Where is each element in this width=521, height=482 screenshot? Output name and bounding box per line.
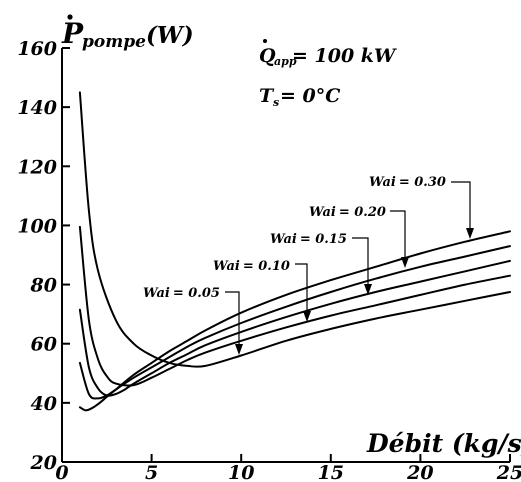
series-line-wai-005 bbox=[78, 91, 511, 368]
series-label-leader bbox=[225, 291, 240, 346]
x-tick-label: 20 bbox=[406, 462, 433, 482]
series-curves bbox=[78, 91, 511, 412]
x-tick-label: 5 bbox=[145, 462, 158, 482]
ts-annotation-main: T bbox=[259, 85, 275, 107]
series-label-value: = 0.30 bbox=[399, 175, 446, 190]
series-label-text: Wai = 0.15 bbox=[270, 232, 347, 247]
series-label-text: Wai = 0.20 bbox=[309, 205, 386, 220]
series-label-leader bbox=[295, 263, 308, 313]
series-label-prefix: Wai bbox=[270, 232, 297, 247]
y-tick-label: 100 bbox=[17, 215, 57, 237]
series-label-prefix: Wai bbox=[309, 205, 336, 220]
y-axis-title-unit: (W) bbox=[146, 22, 194, 49]
ts-annotation-value: = 0°C bbox=[280, 85, 340, 107]
series-label-arrowhead bbox=[466, 228, 474, 239]
series-label-prefix: Wai bbox=[213, 259, 240, 274]
series-label-wai-010: Wai = 0.10 bbox=[213, 259, 311, 322]
q-annotation-value: = 100 kW bbox=[292, 45, 397, 67]
series-line-wai-010 bbox=[78, 225, 511, 387]
y-tick-label: 40 bbox=[31, 393, 57, 415]
series-label-wai-015: Wai = 0.15 bbox=[270, 232, 372, 295]
x-tick-label: 15 bbox=[318, 462, 344, 482]
x-tick-label: 0 bbox=[55, 462, 68, 482]
q-annotation: Q app = 100 kW bbox=[259, 39, 397, 68]
series-label-leader bbox=[390, 210, 406, 259]
series-label-arrowhead bbox=[303, 311, 311, 322]
series-label-value: = 0.15 bbox=[300, 232, 347, 247]
series-label-wai-020: Wai = 0.20 bbox=[309, 205, 409, 268]
series-line-wai-030 bbox=[78, 230, 511, 412]
series-label-value: = 0.10 bbox=[243, 259, 290, 274]
series-label-prefix: Wai bbox=[369, 175, 396, 190]
y-tick-label: 80 bbox=[30, 275, 57, 297]
series-label-arrowhead bbox=[235, 344, 243, 355]
q-annotation-dot bbox=[263, 39, 267, 43]
series-label-value: = 0.05 bbox=[173, 286, 220, 301]
y-axis-title-main: P bbox=[61, 17, 84, 50]
series-line-wai-015 bbox=[78, 259, 511, 397]
series-label-leader bbox=[352, 237, 369, 286]
axis-ticks: 20 40 60 80 100 120 140 160 0 5 10 15 20 25 bbox=[17, 38, 521, 482]
q-annotation-main: Q bbox=[259, 45, 276, 67]
series-line-wai-020 bbox=[78, 245, 511, 400]
series-label-leader bbox=[451, 181, 471, 230]
y-axis-title: P pompe (W) bbox=[61, 14, 194, 52]
y-tick-label: 160 bbox=[17, 38, 57, 60]
y-tick-label: 20 bbox=[30, 452, 57, 474]
x-axis-title: Débit (kg/s) bbox=[366, 429, 521, 458]
series-label-text: Wai = 0.10 bbox=[213, 259, 290, 274]
series-label-prefix: Wai bbox=[143, 286, 170, 301]
y-tick-label: 60 bbox=[31, 334, 57, 356]
y-axis-title-dot bbox=[67, 14, 73, 20]
y-axis-title-sub: pompe bbox=[82, 32, 146, 52]
series-label-wai-005: Wai = 0.05 bbox=[143, 286, 243, 355]
series-label-text: Wai = 0.30 bbox=[369, 175, 446, 190]
y-tick-label: 140 bbox=[17, 97, 57, 119]
series-label-wai-030: Wai = 0.30 bbox=[369, 175, 474, 239]
series-label-value: = 0.20 bbox=[339, 205, 386, 220]
ts-annotation: T s = 0°C bbox=[259, 85, 340, 109]
series-label-arrowhead bbox=[364, 284, 372, 295]
x-tick-label: 10 bbox=[228, 462, 254, 482]
x-tick-label: 25 bbox=[496, 462, 521, 482]
series-label-arrowhead bbox=[401, 257, 409, 268]
ts-annotation-sub: s bbox=[273, 96, 279, 109]
series-label-text: Wai = 0.05 bbox=[143, 286, 220, 301]
y-tick-label: 120 bbox=[17, 156, 57, 178]
q-annotation-sub: app bbox=[274, 55, 297, 68]
